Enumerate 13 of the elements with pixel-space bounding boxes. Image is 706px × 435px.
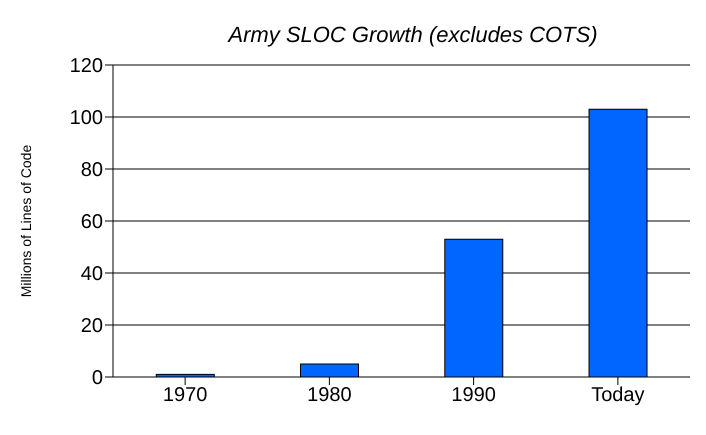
y-tick-label: 100 (70, 107, 103, 130)
y-tick-label: 120 (70, 55, 103, 78)
x-tick-label: 1970 (162, 384, 208, 406)
y-axis-title: Millions of Lines of Code (18, 144, 34, 298)
y-tick-label: 20 (80, 315, 103, 338)
chart-title: Army SLOC Growth (excludes COTS) (226, 22, 599, 48)
y-tick-label: 60 (80, 211, 103, 234)
x-tick-label: 1990 (451, 384, 496, 406)
x-tick-label: Today (591, 384, 645, 406)
y-tick-label: 80 (80, 159, 103, 182)
y-tick-label: 40 (80, 263, 103, 286)
y-tick-label: 0 (92, 367, 103, 390)
x-tick-label: 1980 (307, 384, 352, 406)
